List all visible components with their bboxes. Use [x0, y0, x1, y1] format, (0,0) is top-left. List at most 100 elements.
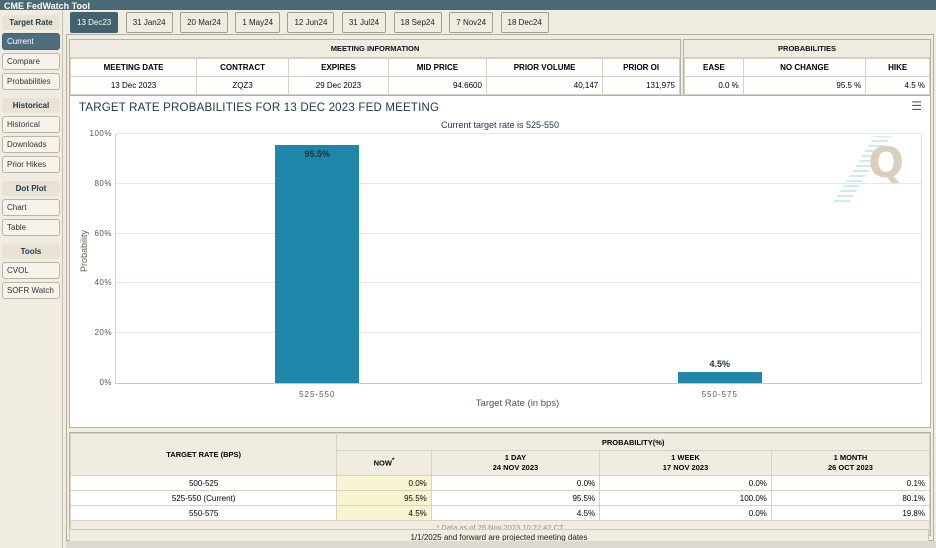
gridline — [116, 182, 921, 184]
tab-31-jul24[interactable]: 31 Jul24 — [341, 12, 387, 33]
rate-cell: 525-550 (Current) — [69, 490, 338, 506]
quikstrike-watermark-icon: Q — [833, 134, 908, 206]
watermark-q-letter: Q — [868, 138, 904, 187]
chart-title: TARGET RATE PROBABILITIES FOR 13 DEC 202… — [79, 102, 440, 114]
probability-bar — [275, 145, 360, 383]
probabilities-table: EASE NO CHANGE HIKE 0.0 % 95.5 % 4.5 % — [684, 58, 930, 95]
one-day-cell: 0.0% — [430, 475, 601, 491]
one-month-date: 26 OCT 2023 — [827, 463, 873, 472]
meeting-info-header-cell: MID PRICE — [387, 58, 487, 77]
meeting-date-tabs: 13 Dec23 31 Jan24 20 Mar24 1 May24 12 Ju… — [70, 12, 552, 34]
no-change-value: 95.5 % — [742, 76, 867, 95]
tab-7-nov24[interactable]: 7 Nov24 — [449, 12, 494, 33]
table-row: 500-525 0.0% 0.0% 0.0% 0.1% — [69, 475, 931, 491]
meeting-date-value: 13 Dec 2023 — [69, 76, 198, 95]
tab-13-dec23[interactable]: 13 Dec23 — [70, 12, 119, 33]
gridline — [116, 282, 921, 284]
one-day-column-header: 1 DAY 24 NOV 2023 — [430, 450, 601, 476]
chart-subtitle: Current target rate is 525-550 — [440, 120, 560, 130]
meeting-info-header-cell: PRIOR VOLUME — [485, 58, 604, 77]
sidebar-item-cvol[interactable]: CVOL — [2, 262, 60, 279]
chart-menu-icon[interactable]: ☰ — [911, 99, 922, 113]
meeting-info-header-cell: MEETING DATE — [69, 58, 198, 77]
gridline — [116, 332, 921, 334]
y-tick-label: 80% — [94, 178, 112, 188]
sidebar-section-tools: Tools — [2, 244, 60, 259]
meeting-info-header-cell: EXPIRES — [288, 58, 389, 77]
prior-oi-value: 131,975 — [602, 76, 680, 95]
meeting-info-table: MEETING DATE CONTRACT EXPIRES MID PRICE … — [69, 58, 680, 95]
probability-history-table-box: TARGET RATE (BPS) PROBABILITY(%) NOW* 1 … — [69, 432, 931, 536]
sidebar-item-probabilities[interactable]: Probabilities — [2, 73, 60, 90]
one-month-cell: 19.8% — [770, 505, 931, 521]
sidebar-item-sofr-watch[interactable]: SOFR Watch — [2, 282, 60, 299]
sidebar: Target Rate Current Compare Probabilitie… — [0, 10, 63, 548]
gridline — [116, 133, 921, 134]
sidebar-item-table[interactable]: Table — [2, 219, 60, 236]
meeting-info-title: MEETING INFORMATION — [70, 40, 680, 58]
probability-group-header: PROBABILITY(%) — [336, 433, 930, 451]
bottom-scroll-strip[interactable] — [66, 541, 936, 548]
y-tick-label: 60% — [94, 228, 112, 238]
plot-area: 0% 20% 40% 60% 80% 100% 95.5% 525-550 4.5% 550-57… — [90, 129, 922, 399]
tab-1-may24[interactable]: 1 May24 — [235, 12, 281, 33]
one-week-cell: 0.0% — [599, 505, 772, 521]
now-label: NOW — [373, 458, 392, 468]
tab-12-jun24[interactable]: 12 Jun24 — [287, 12, 335, 33]
bar-value-label: 95.5% — [304, 149, 331, 159]
sidebar-section-historical: Historical — [2, 98, 60, 113]
y-tick-label: 20% — [94, 328, 112, 338]
y-tick-label: 100% — [89, 129, 112, 138]
prior-volume-value: 40,147 — [485, 76, 604, 95]
tab-31-jan24[interactable]: 31 Jan24 — [125, 12, 173, 33]
one-day-cell: 95.5% — [430, 490, 601, 506]
hike-value: 4.5 % — [865, 76, 930, 95]
sidebar-item-current[interactable]: Current — [2, 33, 60, 50]
tab-18-sep24[interactable]: 18 Sep24 — [393, 12, 442, 33]
contract-value: ZQZ3 — [196, 76, 290, 95]
one-week-column-header: 1 WEEK 17 NOV 2023 — [599, 450, 772, 476]
hike-header: HIKE — [865, 58, 930, 77]
table-row: 550-575 4.5% 4.5% 0.0% 19.8% — [69, 505, 931, 521]
gridline — [116, 232, 921, 234]
rate-cell: 500-525 — [69, 475, 338, 491]
now-cell: 0.0% — [336, 475, 432, 491]
y-tick-label: 40% — [94, 278, 112, 288]
tab-18-dec24[interactable]: 18 Dec24 — [500, 12, 549, 33]
table-row: 525-550 (Current) 95.5% 95.5% 100.0% 80.… — [69, 490, 931, 506]
now-asterisk: * — [391, 457, 395, 464]
probabilities-title: PROBABILITIES — [684, 40, 930, 58]
one-month-label: 1 MONTH — [833, 452, 868, 462]
one-week-cell: 0.0% — [599, 475, 772, 491]
tab-20-mar24[interactable]: 20 Mar24 — [180, 12, 228, 33]
sidebar-section-target-rate: Target Rate — [2, 15, 60, 30]
probabilities-box: PROBABILITIES EASE NO CHANGE HIKE 0.0 % … — [683, 39, 931, 96]
one-month-cell: 80.1% — [770, 490, 931, 506]
probability-history-table: TARGET RATE (BPS) PROBABILITY(%) NOW* 1 … — [69, 433, 931, 535]
one-day-cell: 4.5% — [430, 505, 601, 521]
sidebar-section-dot-plot: Dot Plot — [2, 181, 60, 196]
sidebar-item-compare[interactable]: Compare — [2, 53, 60, 70]
sidebar-item-historical[interactable]: Historical — [2, 116, 60, 133]
now-cell: 95.5% — [336, 490, 432, 506]
sidebar-item-downloads[interactable]: Downloads — [2, 136, 60, 153]
now-cell: 4.5% — [336, 505, 432, 521]
bar-value-label: 4.5% — [709, 359, 730, 369]
one-week-date: 17 NOV 2023 — [662, 463, 709, 472]
sidebar-item-prior-hikes[interactable]: Prior Hikes — [2, 156, 60, 173]
one-month-cell: 0.1% — [770, 475, 931, 491]
probability-bar — [677, 372, 762, 383]
meeting-info-box: MEETING INFORMATION MEETING DATE CONTRAC… — [69, 39, 681, 96]
ease-value: 0.0 % — [684, 76, 744, 95]
sidebar-item-chart[interactable]: Chart — [2, 199, 60, 216]
x-tick-label: 525-550 — [299, 390, 336, 399]
target-rate-column-header: TARGET RATE (BPS) — [69, 433, 338, 476]
one-week-label: 1 WEEK — [671, 452, 700, 462]
app-topbar: CME FedWatch Tool — [0, 0, 936, 10]
chart-panel: TARGET RATE PROBABILITIES FOR 13 DEC 202… — [69, 95, 931, 428]
one-day-date: 24 NOV 2023 — [492, 463, 539, 472]
y-tick-label: 0% — [99, 378, 112, 387]
no-change-header: NO CHANGE — [742, 58, 867, 77]
one-day-label: 1 DAY — [504, 452, 527, 462]
